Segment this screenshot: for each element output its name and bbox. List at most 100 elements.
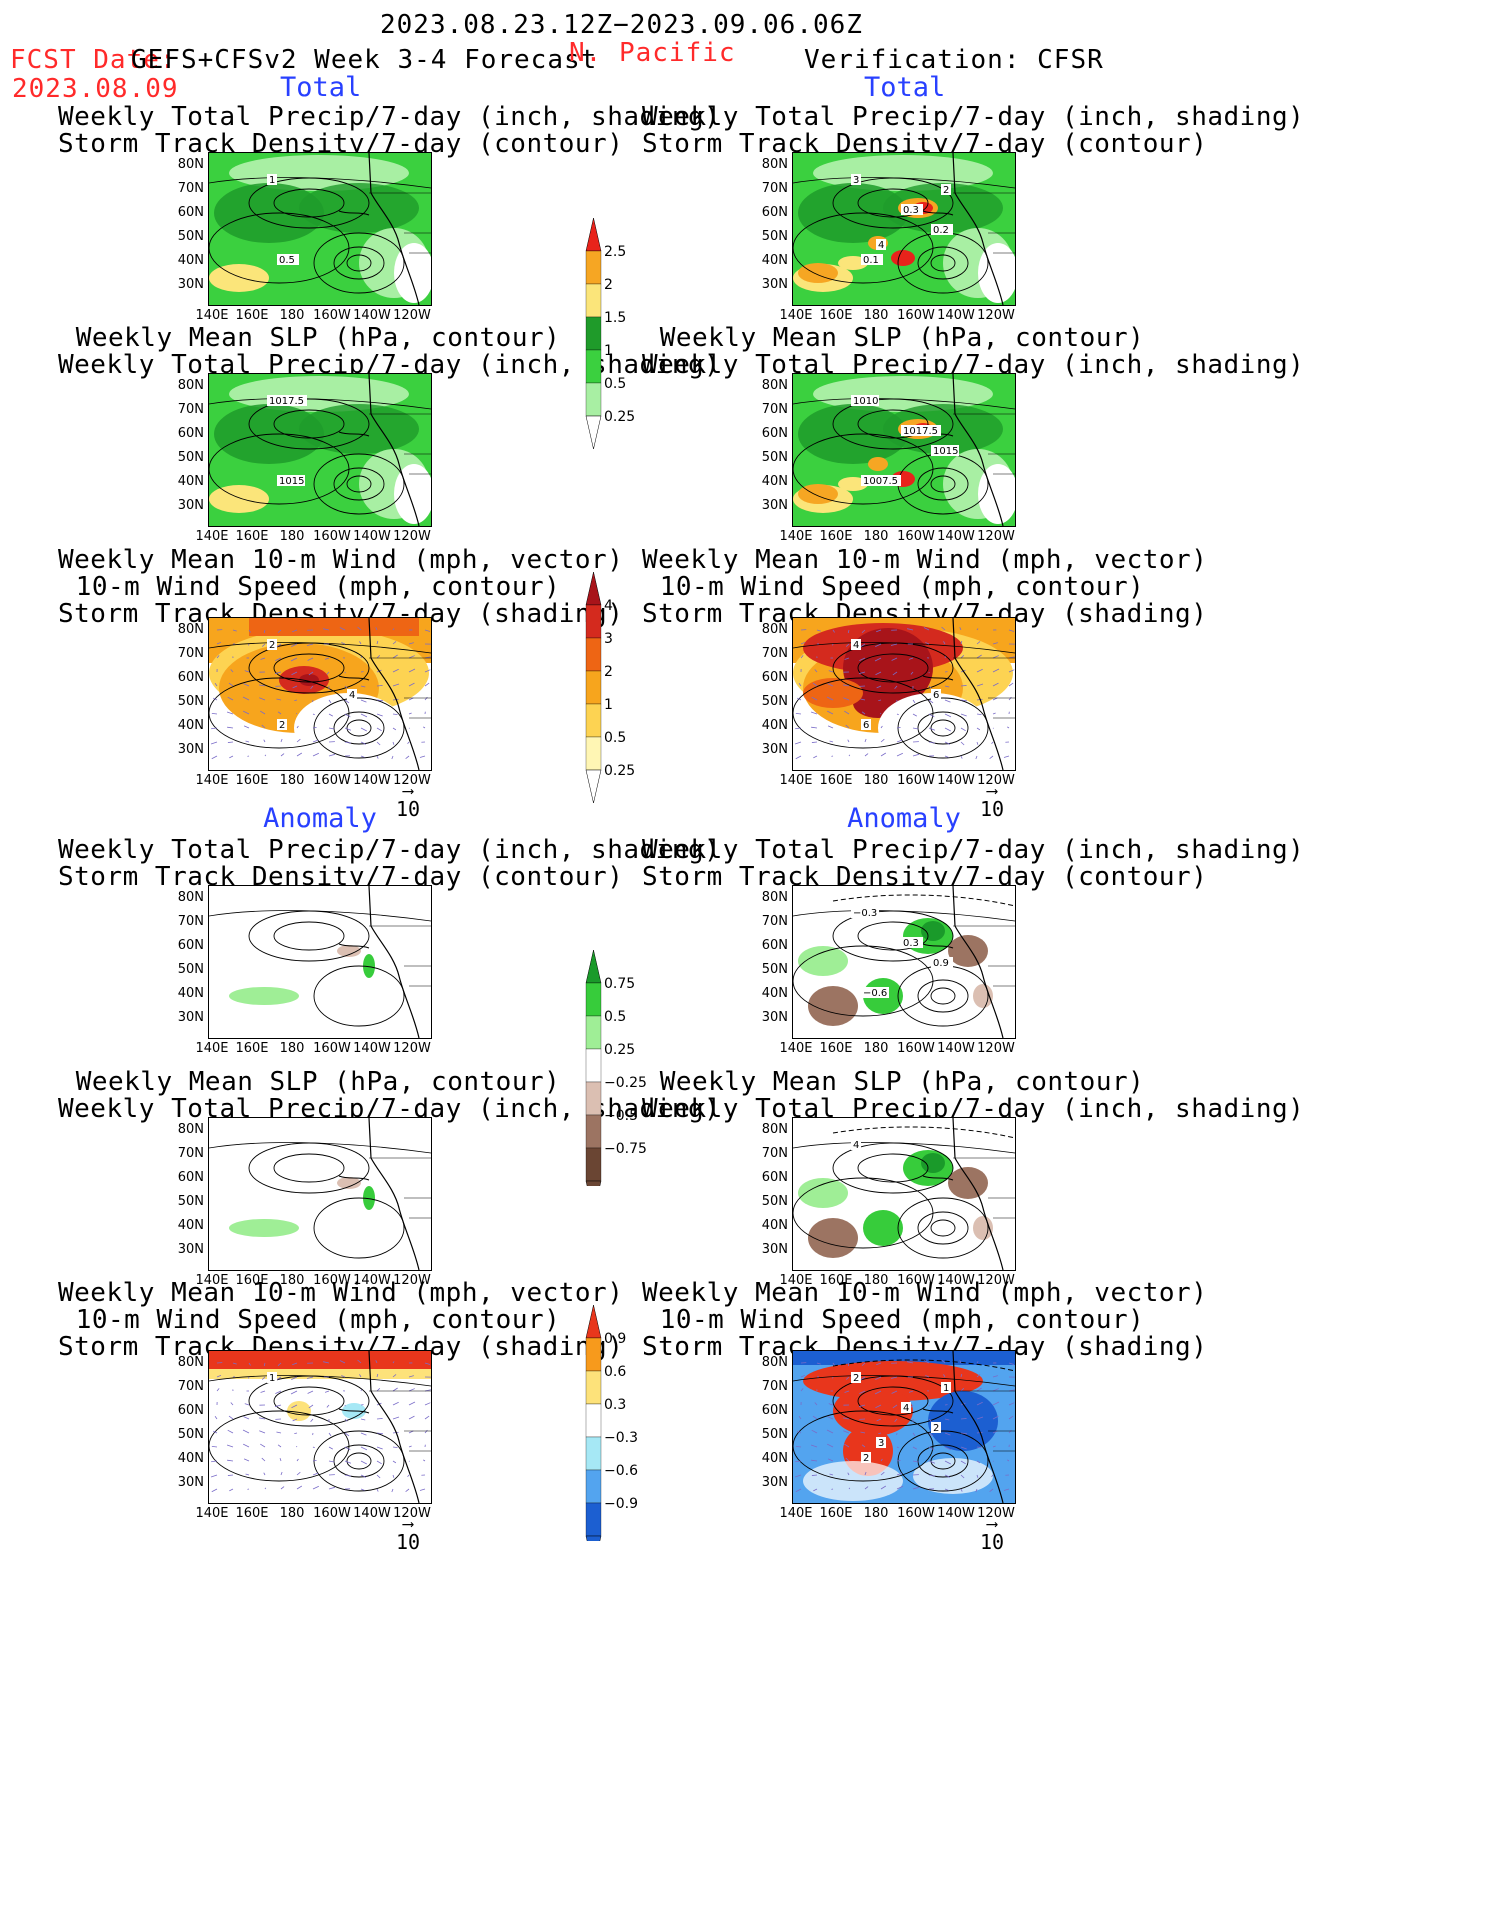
lon-label: 140E [195, 773, 229, 788]
lon-label: 140E [195, 308, 229, 323]
arrow-right-icon: ⟶ [403, 781, 413, 800]
lon-label: 140W [353, 773, 391, 788]
fcst-model: GEFS+CFSv2 Week 3-4 Forecast [131, 45, 598, 75]
verification-map-4: 4 [792, 1117, 1016, 1271]
lon-label: 180 [279, 1506, 305, 1521]
contour-label: 2 [863, 1453, 869, 1464]
lon-label: 140W [937, 529, 975, 544]
lat-label: 60N [177, 426, 204, 441]
lat-label: 30N [761, 277, 788, 292]
lon-label: 140E [779, 308, 813, 323]
contour-label: 1017.5 [269, 396, 304, 407]
colorbar-tick-label: 0.3 [604, 1397, 627, 1413]
lat-label: 80N [177, 622, 204, 637]
lat-label: 60N [177, 938, 204, 953]
lat-label: 70N [177, 914, 204, 929]
lat-label: 60N [177, 1403, 204, 1418]
lon-label: 160E [819, 1506, 853, 1521]
colorbar-tick-label: 0.25 [604, 763, 636, 779]
lat-label: 80N [177, 1355, 204, 1370]
lat-label: 40N [761, 718, 788, 733]
lat-label: 80N [177, 1122, 204, 1137]
contour-label: 0.1 [863, 255, 879, 266]
contour-label: 1 [269, 1373, 275, 1384]
panel-title-line: Weekly Mean SLP (hPa, contour) [75, 1067, 561, 1097]
colorbar-precip-total [585, 218, 602, 450]
panel-title: Weekly Mean 10-m Wind (mph, vector) 10-m … [642, 545, 1208, 628]
lon-label: 160E [235, 1041, 269, 1056]
fcst-date-label: FCST Date: [10, 45, 177, 75]
panel-title-line: Weekly Mean SLP (hPa, contour) [659, 1067, 1145, 1097]
lat-label: 50N [761, 229, 788, 244]
lon-label: 160W [313, 308, 351, 323]
contour-label: 3 [853, 175, 859, 186]
forecast-map-3 [208, 885, 432, 1039]
colorbar-tick-label: 2 [604, 277, 613, 293]
contour-label: 1 [943, 1383, 949, 1394]
colorbar-storm-total [585, 572, 602, 804]
colorbar-tick-label: 2.5 [604, 244, 627, 260]
contour-label: 2 [933, 1423, 939, 1434]
panel-title-line: 10-m Wind Speed (mph, contour) [659, 1305, 1145, 1335]
map-field: 4 [793, 1118, 1015, 1270]
panel-title: Weekly Total Precip/7-day (inch, shading… [58, 837, 720, 891]
contour-label: 0.3 [903, 938, 919, 949]
lon-label: 160E [235, 1273, 269, 1288]
lon-label: 140W [353, 308, 391, 323]
contour-label: 4 [853, 640, 859, 651]
colorbar-tick-label: 2 [604, 664, 613, 680]
lat-label: 80N [177, 378, 204, 393]
lat-label: 60N [761, 670, 788, 685]
lat-label: 80N [761, 378, 788, 393]
lat-label: 70N [177, 181, 204, 196]
lat-label: 50N [177, 450, 204, 465]
lon-label: 140W [937, 1273, 975, 1288]
lon-label: 140E [195, 1506, 229, 1521]
lat-label: 40N [177, 1451, 204, 1466]
lat-label: 30N [761, 1475, 788, 1490]
colorbar-storm-anomaly [585, 1305, 602, 1541]
panel-title-line: 10-m Wind Speed (mph, contour) [75, 1305, 561, 1335]
lon-label: 180 [863, 1506, 889, 1521]
lat-label: 80N [761, 1122, 788, 1137]
date-range: 2023.08.23.12Z−2023.09.06.06Z [380, 10, 863, 40]
lon-label: 140E [779, 1041, 813, 1056]
lat-label: 60N [761, 205, 788, 220]
lon-label: 140W [937, 773, 975, 788]
panel-title: Weekly Mean SLP (hPa, contour) Weekly Tot… [642, 1067, 1304, 1123]
panel-title: Weekly Mean SLP (hPa, contour) Weekly Tot… [642, 325, 1304, 379]
lat-label: 70N [177, 402, 204, 417]
contour-label: 1015 [933, 446, 958, 457]
contour-label: 0.9 [933, 958, 949, 969]
lat-label: 30N [177, 1242, 204, 1257]
contour-label: 6 [933, 690, 939, 701]
forecast-map-2: 2 2 4 [208, 617, 432, 771]
vector-reference-value: 10 [979, 797, 1005, 821]
contour-label: 2 [269, 640, 275, 651]
contour-label: 1010 [853, 396, 878, 407]
lat-label: 50N [177, 962, 204, 977]
colorbar-tick-label: 0.6 [604, 1364, 627, 1380]
lon-label: 120W [393, 1273, 431, 1288]
lat-label: 50N [761, 1194, 788, 1209]
lon-label: 160E [819, 529, 853, 544]
lon-label: 120W [977, 1506, 1015, 1521]
lat-label: 30N [761, 742, 788, 757]
lon-label: 140W [937, 1506, 975, 1521]
panel-title-line: Weekly Mean 10-m Wind (mph, vector) [58, 545, 624, 575]
map-field: −0.3 −0.6 0.9 0.3 [793, 886, 1015, 1038]
lon-label: 160E [235, 1506, 269, 1521]
lon-label: 120W [977, 1041, 1015, 1056]
lat-label: 50N [177, 229, 204, 244]
lon-label: 160W [313, 1273, 351, 1288]
lon-label: 180 [863, 1273, 889, 1288]
lat-label: 50N [177, 1427, 204, 1442]
contour-label: 1 [269, 175, 275, 186]
lat-label: 70N [761, 1379, 788, 1394]
lon-label: 180 [863, 529, 889, 544]
lon-label: 160E [819, 1273, 853, 1288]
region-label: N. Pacific [569, 38, 736, 68]
panel-title-line: Weekly Mean 10-m Wind (mph, vector) [642, 545, 1208, 575]
contour-label: 1007.5 [863, 476, 898, 487]
panel-title: Weekly Mean 10-m Wind (mph, vector) 10-m … [642, 1280, 1207, 1361]
